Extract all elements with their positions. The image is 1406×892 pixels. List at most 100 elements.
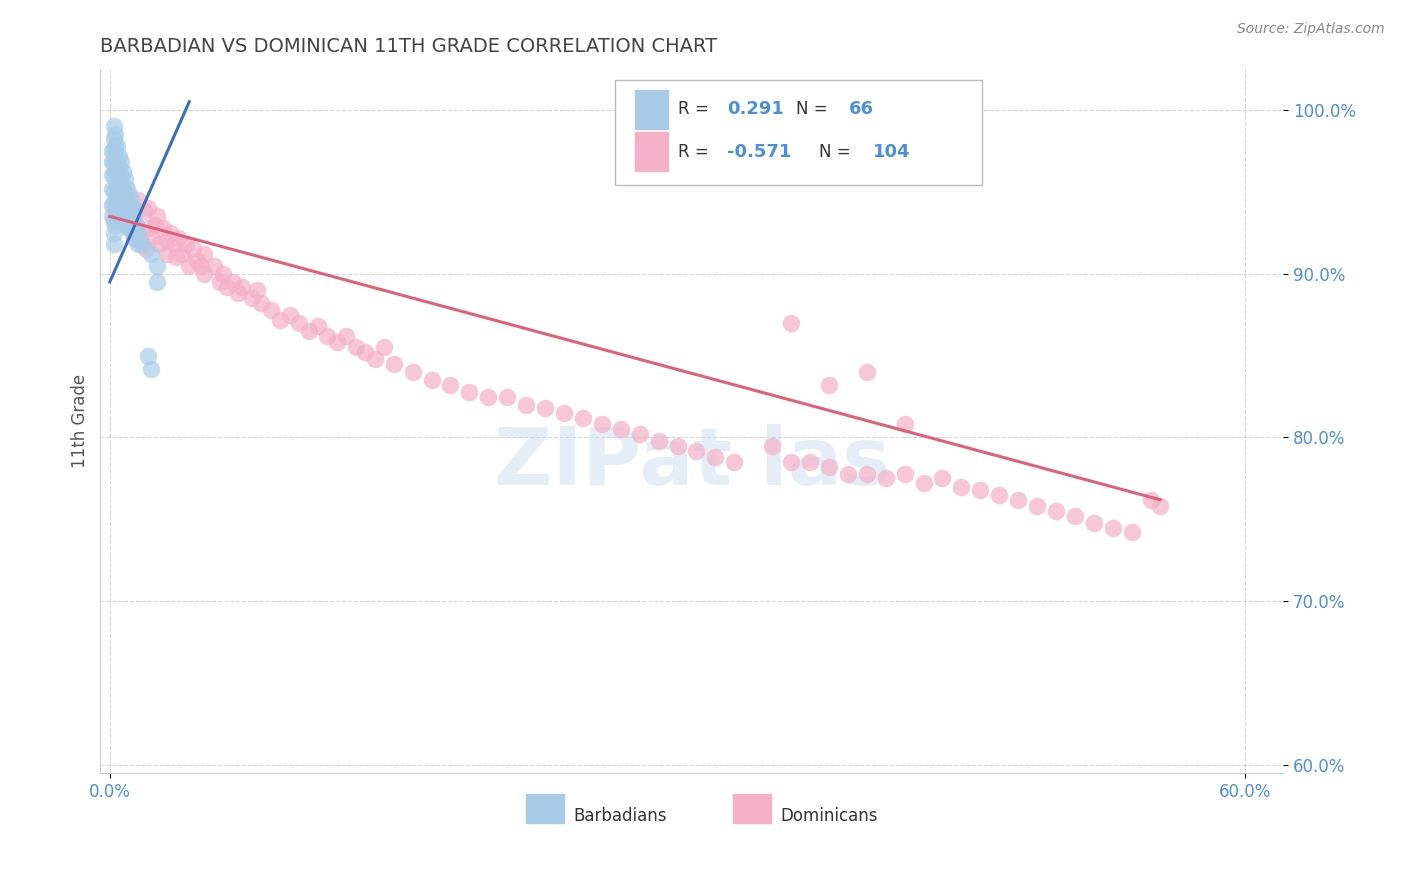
Point	[875, 471, 897, 485]
Text: N =: N =	[796, 100, 832, 119]
Point	[127, 193, 149, 207]
Point	[110, 204, 132, 219]
Point	[108, 173, 131, 187]
Point	[115, 218, 138, 232]
Point	[818, 378, 841, 392]
Point	[112, 165, 135, 179]
Point	[240, 291, 263, 305]
Point	[103, 169, 125, 183]
Point	[118, 220, 141, 235]
Point	[115, 198, 138, 212]
Point	[181, 242, 204, 256]
Point	[208, 275, 231, 289]
Text: R =: R =	[678, 100, 714, 119]
Point	[105, 185, 128, 199]
Point	[1064, 509, 1087, 524]
Point	[969, 483, 991, 497]
Point	[100, 155, 122, 169]
Point	[723, 455, 745, 469]
Point	[152, 220, 174, 235]
Point	[1007, 492, 1029, 507]
Point	[269, 312, 291, 326]
Point	[1139, 492, 1161, 507]
Point	[326, 335, 349, 350]
Point	[246, 283, 269, 297]
Point	[780, 316, 803, 330]
Point	[104, 218, 127, 232]
Point	[114, 188, 136, 202]
Point	[553, 406, 575, 420]
Point	[114, 171, 136, 186]
Point	[179, 259, 201, 273]
Point	[159, 226, 181, 240]
Point	[610, 422, 633, 436]
Point	[155, 234, 177, 248]
Point	[335, 329, 357, 343]
Text: ZIPat las: ZIPat las	[494, 425, 890, 502]
Point	[190, 259, 212, 273]
Point	[114, 204, 136, 219]
Point	[118, 204, 141, 219]
Point	[115, 218, 138, 232]
Text: Dominicans: Dominicans	[780, 806, 877, 824]
FancyBboxPatch shape	[733, 795, 770, 822]
Point	[278, 308, 301, 322]
Text: R =: R =	[678, 143, 714, 161]
Text: 0.291: 0.291	[727, 100, 785, 119]
Point	[124, 210, 146, 224]
Point	[373, 340, 395, 354]
FancyBboxPatch shape	[636, 90, 668, 128]
Point	[118, 188, 141, 202]
Text: N =: N =	[820, 143, 856, 161]
Point	[100, 144, 122, 158]
Point	[115, 181, 138, 195]
Point	[143, 218, 166, 232]
Point	[167, 230, 190, 244]
Point	[222, 275, 245, 289]
Point	[534, 401, 557, 415]
Point	[799, 455, 821, 469]
Point	[100, 210, 122, 224]
FancyBboxPatch shape	[526, 795, 564, 822]
Point	[104, 165, 127, 179]
Point	[647, 434, 669, 448]
Point	[163, 237, 186, 252]
Point	[121, 226, 143, 240]
Point	[131, 237, 153, 252]
Point	[103, 132, 125, 146]
Point	[108, 149, 131, 163]
Point	[103, 237, 125, 252]
Point	[217, 280, 239, 294]
Text: -0.571: -0.571	[727, 143, 792, 161]
Point	[103, 226, 125, 240]
Point	[628, 427, 651, 442]
Point	[120, 214, 142, 228]
Point	[297, 324, 319, 338]
Point	[591, 417, 613, 432]
Text: 104: 104	[873, 143, 910, 161]
Point	[112, 198, 135, 212]
Point	[950, 480, 973, 494]
Point	[364, 351, 387, 366]
FancyBboxPatch shape	[636, 132, 668, 171]
Point	[354, 345, 377, 359]
Point	[148, 237, 170, 252]
Point	[108, 160, 131, 174]
Point	[103, 144, 125, 158]
Point	[893, 417, 915, 432]
Point	[103, 120, 125, 134]
Point	[136, 201, 159, 215]
Point	[120, 193, 142, 207]
Point	[136, 349, 159, 363]
Point	[146, 275, 169, 289]
Point	[988, 488, 1011, 502]
Point	[121, 220, 143, 235]
Point	[382, 357, 405, 371]
Point	[780, 455, 803, 469]
Point	[110, 185, 132, 199]
Point	[837, 467, 859, 481]
Point	[344, 340, 367, 354]
Point	[110, 155, 132, 169]
Point	[231, 280, 253, 294]
Text: 66: 66	[849, 100, 875, 119]
